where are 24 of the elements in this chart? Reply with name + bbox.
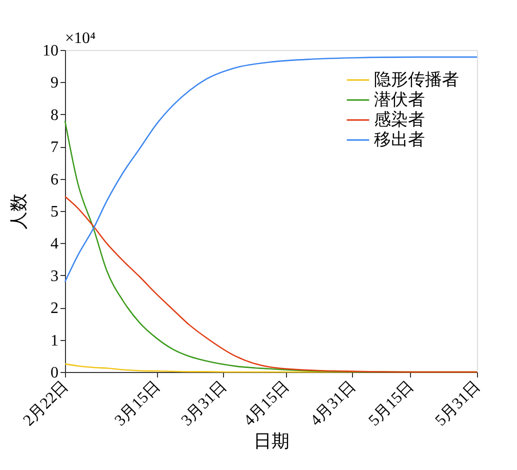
text: ×10⁴: [65, 30, 96, 47]
y-axis-title: 人数: [8, 194, 28, 230]
x-tick-label: 3月15日: [112, 378, 164, 430]
y-tick-label: 7: [50, 139, 58, 156]
legend-label: 移出者: [374, 130, 425, 149]
y-tick-label: 3: [50, 268, 58, 285]
x-tick-label: 5月31日: [432, 378, 484, 430]
y-tick-label: 5: [50, 204, 58, 220]
y-tick-label: 9: [50, 74, 58, 92]
x-axis-title: 日期: [254, 430, 290, 451]
x-tick-label: 3月31日: [178, 378, 230, 430]
x-tick-label: 4月15日: [240, 378, 292, 430]
y-tick-label: 2: [50, 300, 58, 318]
y-tick-label: 10: [42, 42, 58, 60]
legend-label: 隐形传播者: [374, 70, 459, 89]
y-tick-label: 4: [50, 236, 58, 253]
line-series: [64, 56, 478, 282]
y-tick-label: 6: [50, 171, 58, 188]
y-tick-label: 8: [50, 106, 58, 124]
x-tick-label: 5月15日: [366, 378, 418, 430]
legend-label: 感染者: [374, 110, 425, 129]
x-tick-label: 4月31日: [307, 378, 360, 430]
legend-label: 潜伏者: [374, 90, 425, 109]
y-tick-label: 1: [50, 332, 58, 350]
